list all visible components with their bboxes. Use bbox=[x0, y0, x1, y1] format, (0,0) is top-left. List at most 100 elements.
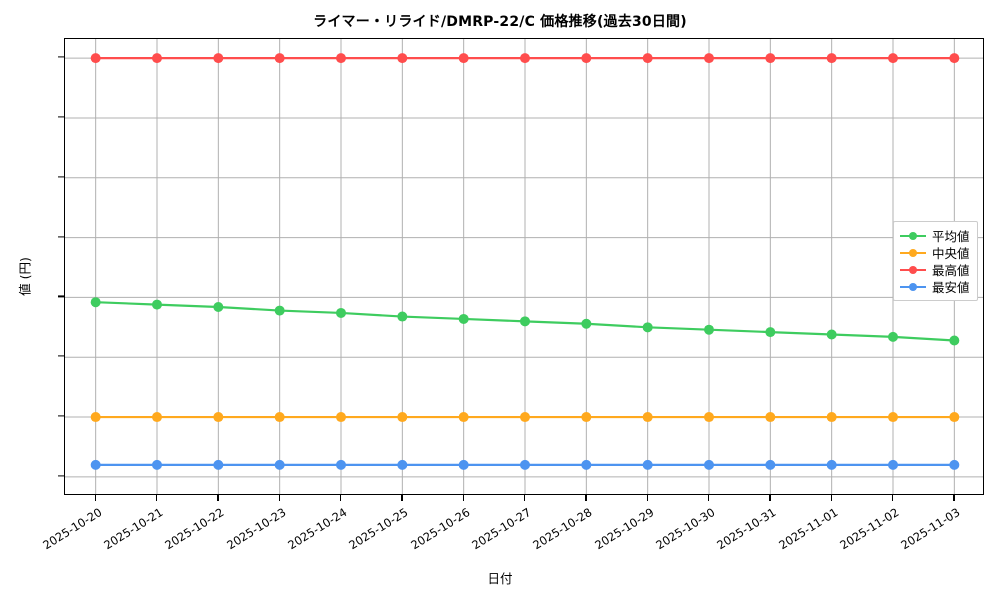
x-tick-label: 2025-10-28 bbox=[530, 505, 595, 553]
data-point-marker bbox=[458, 459, 469, 470]
x-tick-mark bbox=[94, 495, 96, 501]
legend-swatch-icon bbox=[900, 230, 926, 242]
x-tick-label: 2025-11-02 bbox=[837, 505, 902, 553]
x-tick-mark bbox=[340, 495, 342, 501]
x-tick-mark bbox=[278, 495, 280, 501]
x-tick-label: 2025-10-26 bbox=[407, 505, 473, 553]
y-tick-mark bbox=[58, 116, 64, 118]
data-point-marker bbox=[336, 307, 346, 318]
data-point-marker bbox=[458, 412, 469, 423]
data-point-marker bbox=[90, 53, 101, 64]
data-point-marker bbox=[274, 459, 285, 470]
data-point-marker bbox=[90, 459, 101, 470]
data-point-marker bbox=[826, 53, 837, 64]
legend-label: 最安値 bbox=[932, 280, 970, 295]
x-tick-label: 2025-10-25 bbox=[346, 505, 411, 553]
data-point-marker bbox=[949, 335, 960, 346]
x-tick-label: 2025-10-30 bbox=[653, 505, 718, 553]
data-point-marker bbox=[213, 459, 224, 470]
data-point-marker bbox=[888, 331, 898, 342]
x-tick-mark bbox=[646, 495, 648, 501]
data-point-marker bbox=[704, 459, 714, 470]
x-tick-mark bbox=[524, 495, 526, 501]
data-point-marker bbox=[581, 412, 592, 423]
x-tick-label: 2025-10-23 bbox=[223, 505, 289, 553]
data-point-marker bbox=[152, 412, 162, 423]
series-markers bbox=[90, 53, 960, 470]
data-point-marker bbox=[826, 412, 837, 423]
y-axis-label: 値 (円) bbox=[17, 257, 33, 296]
legend-label: 最高値 bbox=[932, 263, 970, 278]
data-point-marker bbox=[581, 459, 592, 470]
data-point-marker bbox=[520, 53, 530, 64]
data-point-marker bbox=[458, 53, 469, 64]
x-tick-label: 2025-10-31 bbox=[714, 505, 779, 553]
x-tick-label: 2025-10-27 bbox=[469, 505, 534, 553]
y-tick-mark bbox=[58, 475, 64, 477]
x-tick-label: 2025-10-20 bbox=[39, 505, 105, 553]
x-tick-label: 2025-11-03 bbox=[898, 505, 963, 553]
plot-area bbox=[64, 38, 984, 495]
x-tick-label: 2025-10-24 bbox=[285, 505, 350, 553]
x-tick-mark bbox=[708, 495, 710, 501]
data-point-marker bbox=[336, 459, 346, 470]
chart-title: ライマー・リライド/DMRP-22/C 価格推移(過去30日間) bbox=[313, 14, 687, 30]
data-point-marker bbox=[642, 322, 653, 333]
legend-item-最安値[interactable]: 最安値 bbox=[900, 278, 970, 295]
x-gridlines bbox=[95, 39, 955, 494]
data-point-marker bbox=[704, 53, 714, 64]
legend-label: 平均値 bbox=[932, 229, 970, 244]
data-point-marker bbox=[213, 53, 224, 64]
y-tick-mark bbox=[58, 415, 64, 417]
data-point-marker bbox=[765, 327, 776, 338]
data-point-marker bbox=[336, 53, 346, 64]
x-tick-mark bbox=[462, 495, 464, 501]
legend-swatch-icon bbox=[900, 281, 926, 293]
data-point-marker bbox=[642, 412, 653, 423]
x-tick-mark bbox=[892, 495, 894, 501]
data-point-marker bbox=[888, 53, 898, 64]
data-point-marker bbox=[581, 318, 592, 329]
data-point-marker bbox=[520, 459, 530, 470]
legend-item-中央値[interactable]: 中央値 bbox=[900, 244, 970, 261]
data-point-marker bbox=[826, 459, 837, 470]
legend-swatch-icon bbox=[900, 247, 926, 259]
legend-item-最高値[interactable]: 最高値 bbox=[900, 261, 970, 278]
data-point-marker bbox=[581, 53, 592, 64]
data-point-marker bbox=[152, 459, 162, 470]
x-tick-mark bbox=[401, 495, 403, 501]
data-point-marker bbox=[397, 311, 408, 322]
x-tick-mark bbox=[830, 495, 832, 501]
data-point-marker bbox=[213, 412, 224, 423]
data-point-marker bbox=[642, 53, 653, 64]
data-point-marker bbox=[90, 412, 101, 423]
data-point-marker bbox=[949, 412, 960, 423]
x-tick-mark bbox=[156, 495, 158, 501]
chart-legend: 平均値中央値最高値最安値 bbox=[893, 221, 978, 301]
data-point-marker bbox=[397, 412, 408, 423]
data-point-marker bbox=[704, 324, 714, 335]
data-point-marker bbox=[90, 297, 101, 308]
y-tick-mark bbox=[58, 56, 64, 58]
data-point-marker bbox=[520, 412, 530, 423]
data-point-marker bbox=[704, 412, 714, 423]
x-tick-label: 2025-11-01 bbox=[775, 505, 841, 553]
legend-item-平均値[interactable]: 平均値 bbox=[900, 227, 970, 244]
data-point-marker bbox=[949, 459, 960, 470]
data-point-marker bbox=[888, 459, 898, 470]
data-point-marker bbox=[397, 459, 408, 470]
y-tick-mark bbox=[58, 295, 64, 297]
data-point-marker bbox=[336, 412, 346, 423]
x-tick-mark bbox=[953, 495, 955, 501]
plot-svg bbox=[65, 39, 983, 494]
legend-label: 中央値 bbox=[932, 246, 970, 261]
x-tick-label: 2025-10-22 bbox=[162, 505, 227, 553]
x-axis-label: 日付 bbox=[487, 571, 513, 586]
data-point-marker bbox=[152, 299, 162, 310]
data-point-marker bbox=[152, 53, 162, 64]
data-point-marker bbox=[274, 53, 285, 64]
data-point-marker bbox=[397, 53, 408, 64]
data-point-marker bbox=[765, 412, 776, 423]
data-point-marker bbox=[520, 316, 530, 327]
